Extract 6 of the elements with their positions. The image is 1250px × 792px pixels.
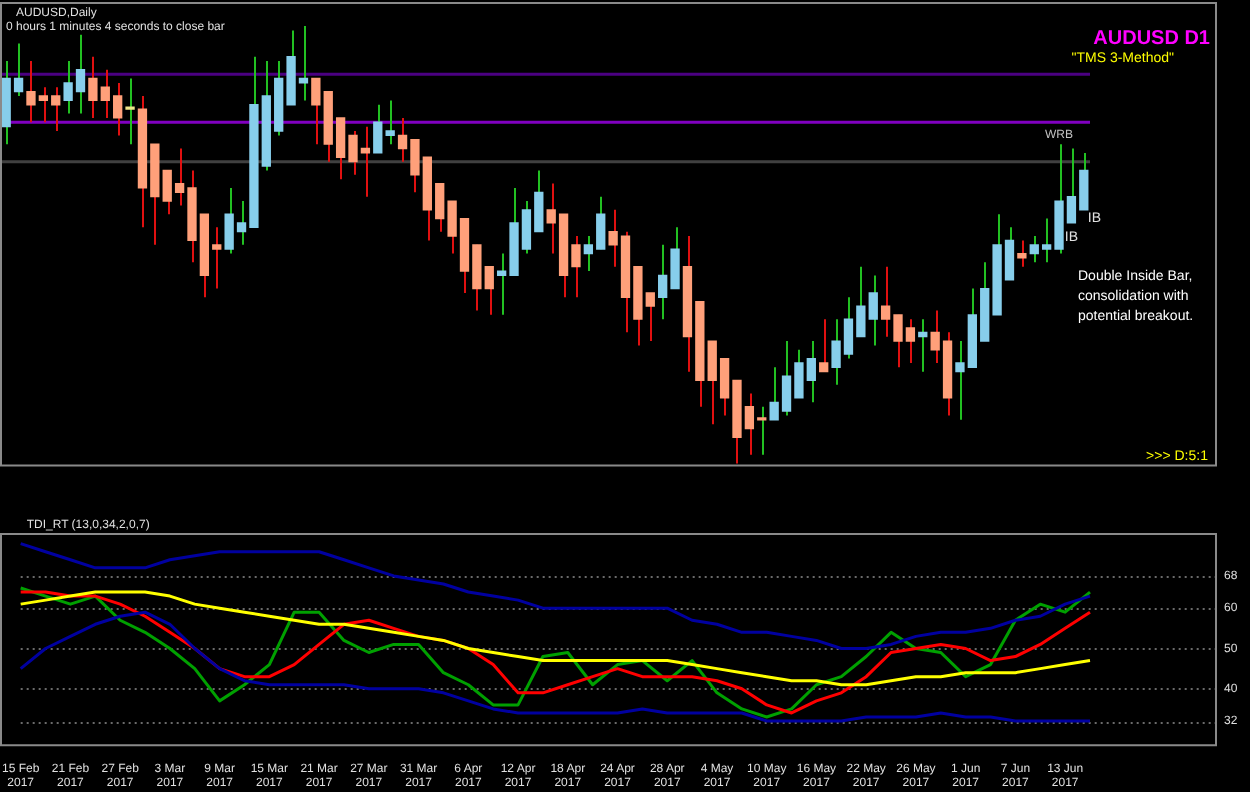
candlestick (385, 99, 395, 146)
candlestick (819, 318, 829, 373)
candlestick (125, 77, 135, 146)
text: AUDUSD D1 (1093, 28, 1211, 50)
candlestick (1017, 239, 1027, 268)
candlestick (373, 103, 383, 154)
